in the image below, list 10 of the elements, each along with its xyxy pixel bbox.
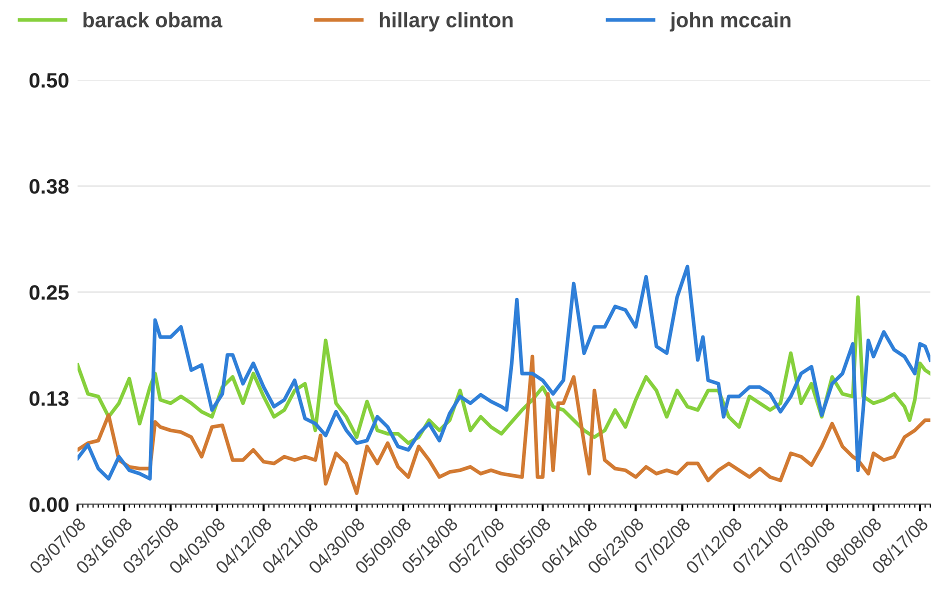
y-tick-label: 0.00 (30, 497, 68, 512)
legend-label: barack obama (83, 12, 222, 28)
legend-label: hillary clinton (380, 12, 513, 32)
legend-label: john mccain (670, 12, 790, 32)
y-tick-label: 0.50 (30, 72, 68, 88)
line-series (78, 354, 930, 495)
line-series (78, 264, 930, 481)
y-tick-label: 0.13 (30, 391, 69, 406)
y-tick-label: 0.38 (30, 179, 69, 194)
y-tick-label: 0.25 (30, 285, 69, 300)
